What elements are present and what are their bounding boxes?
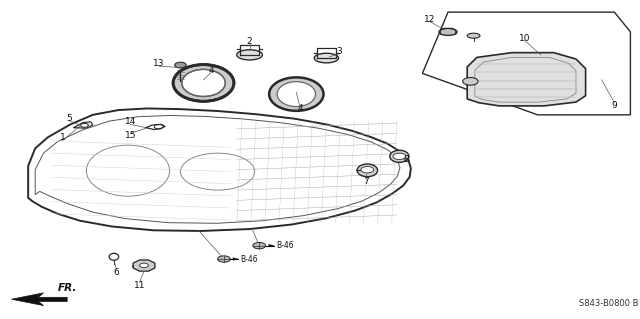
Polygon shape — [74, 122, 93, 128]
Text: 11: 11 — [134, 281, 145, 290]
Text: 3: 3 — [337, 47, 342, 56]
Text: 5: 5 — [67, 114, 72, 122]
Text: 10: 10 — [519, 34, 531, 43]
Text: 4: 4 — [298, 104, 303, 113]
Ellipse shape — [314, 53, 339, 63]
Text: 6: 6 — [114, 268, 119, 277]
Polygon shape — [12, 293, 67, 306]
Ellipse shape — [173, 64, 234, 101]
Circle shape — [253, 242, 266, 249]
Text: 2: 2 — [247, 37, 252, 46]
Ellipse shape — [467, 33, 480, 38]
Circle shape — [393, 153, 406, 160]
Text: 7: 7 — [364, 177, 369, 186]
Polygon shape — [133, 260, 155, 271]
Circle shape — [218, 256, 230, 262]
Ellipse shape — [439, 28, 457, 35]
Text: 12: 12 — [424, 15, 436, 24]
Polygon shape — [269, 244, 274, 247]
Ellipse shape — [182, 70, 225, 96]
Polygon shape — [233, 258, 238, 260]
Circle shape — [140, 263, 148, 268]
Text: 8: 8 — [404, 155, 409, 164]
Ellipse shape — [269, 78, 323, 111]
Circle shape — [81, 123, 88, 127]
Text: 15: 15 — [125, 131, 136, 140]
Text: B-46: B-46 — [240, 255, 258, 263]
Text: 14: 14 — [125, 117, 136, 126]
Circle shape — [175, 62, 186, 68]
Text: S843-B0800 B: S843-B0800 B — [579, 299, 639, 308]
Ellipse shape — [237, 50, 262, 60]
Ellipse shape — [390, 150, 409, 162]
Text: FR.: FR. — [58, 284, 77, 293]
Text: 13: 13 — [153, 59, 164, 68]
Ellipse shape — [357, 164, 378, 177]
Text: 1: 1 — [60, 133, 65, 142]
Text: B-46: B-46 — [276, 241, 294, 250]
Ellipse shape — [277, 82, 316, 107]
Circle shape — [463, 78, 478, 85]
Circle shape — [361, 167, 374, 173]
Text: 4: 4 — [209, 66, 214, 75]
Polygon shape — [467, 53, 586, 106]
Text: 9: 9 — [612, 101, 617, 110]
